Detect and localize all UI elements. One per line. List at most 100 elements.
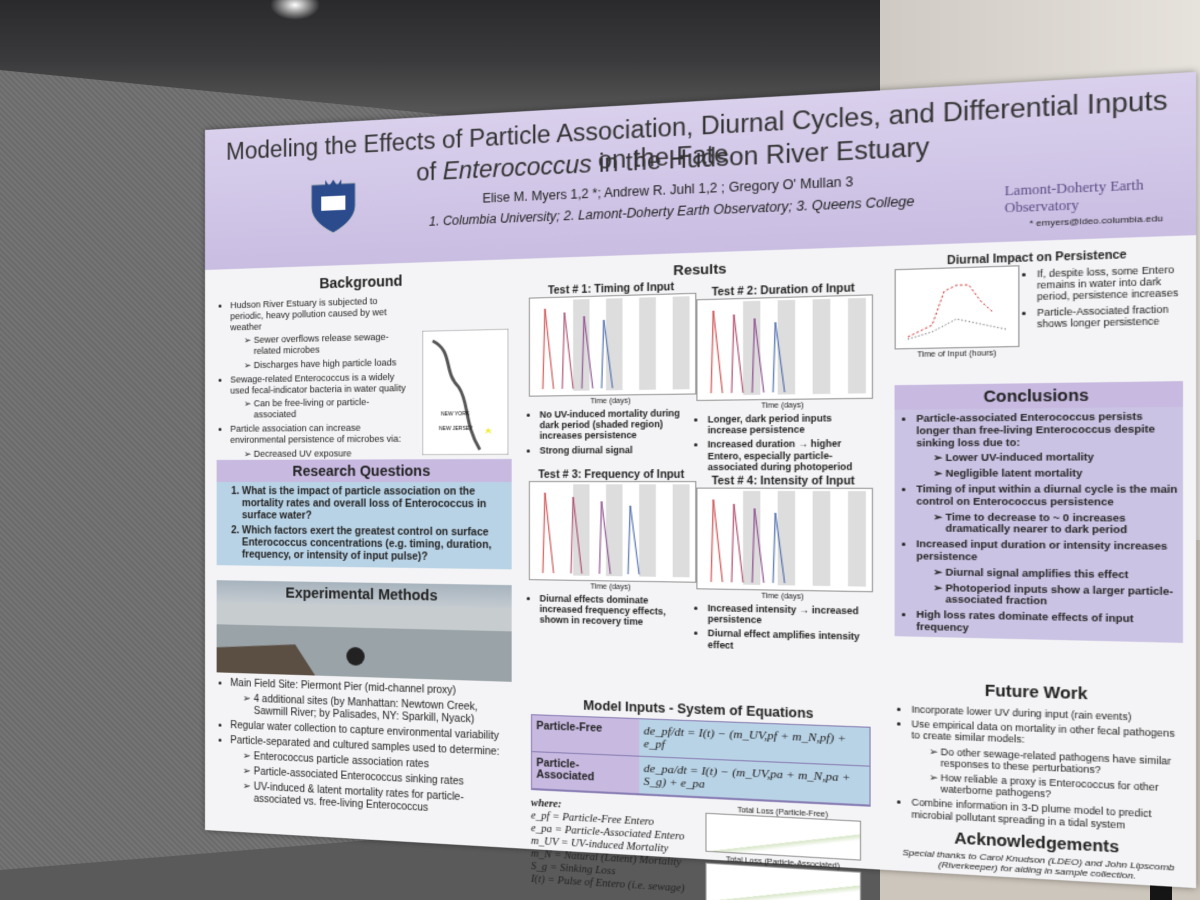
bullet: Use empirical data on mortality in other…	[911, 718, 1183, 806]
email: * emyers@ldeo.columbia.edu	[1029, 213, 1163, 229]
list: Particle-associated Enterococcus persist…	[895, 410, 1183, 639]
institution: Lamont-Doherty Earth Observatory	[1004, 176, 1144, 216]
equation-label: Particle-Free	[532, 715, 640, 756]
sub-bullet: Discharges have high particle loads	[254, 357, 407, 371]
x-label: Time of Input (hours)	[917, 349, 997, 360]
sub-bullet: Diurnal signal amplifies this effect	[945, 566, 1177, 582]
note: Increased duration → higher Entero, espe…	[708, 438, 871, 472]
note: Strong diurnal signal	[540, 444, 695, 456]
plot	[696, 294, 874, 401]
x-label: Time (days)	[761, 592, 804, 602]
bullet: Particle-associated Enterococcus persist…	[916, 410, 1177, 480]
note-list: Longer, dark period inputs increase pers…	[696, 412, 871, 473]
sub-bullet: Sewer overflows release sewage-related m…	[254, 332, 407, 357]
map-label: NEW YORK	[441, 411, 470, 418]
heading: Conclusions	[894, 381, 1183, 410]
plot	[528, 481, 697, 583]
sub-list: Diurnal signal amplifies this effectPhot…	[916, 566, 1177, 611]
note: If, despite loss, some Entero remains in…	[1037, 264, 1183, 303]
heading: Background	[319, 272, 403, 292]
note: Increased intensity → increased persiste…	[708, 603, 871, 629]
test-panel: Test # 3: Frequency of Input Time (days)D…	[528, 469, 697, 632]
ceiling-light	[270, 0, 320, 20]
list: Main Field Site: Piermont Pier (mid-chan…	[217, 677, 512, 819]
sub-bullet: Negligible latent mortality	[945, 467, 1177, 480]
list: What is the impact of particle associati…	[217, 486, 512, 565]
x-label: Time (days)	[590, 583, 631, 592]
research-section: Research Questions What is the impact of…	[216, 458, 512, 570]
plot-title: Test # 3: Frequency of Input	[538, 469, 685, 482]
sub-list: Do other sewage-related pathogens have s…	[911, 745, 1183, 807]
plot	[528, 292, 697, 397]
test-panel: Test # 4: Intensity of Input Time (days)I…	[696, 475, 874, 658]
bullet-text: Particle association can increase enviro…	[230, 422, 402, 445]
list: Incorporate lower UV during input (rain …	[895, 703, 1183, 833]
conclusions-section: Conclusions Particle-associated Enteroco…	[894, 381, 1183, 643]
equations: Particle-Free de_pf/dt = I(t) − (m_UV,pf …	[530, 714, 871, 807]
bullet: Increased input duration or intensity in…	[916, 538, 1177, 610]
sub-bullet: Lower UV-induced mortality	[945, 451, 1177, 464]
header: Modeling the Effects of Particle Associa…	[205, 71, 1197, 270]
model-section: Model Inputs - System of Equations Parti…	[530, 696, 871, 900]
plot	[696, 487, 874, 593]
definitions: where: e_pf = Particle-Free Entero e_pa =…	[531, 796, 696, 900]
bullet: Timing of input within a diurnal cycle i…	[916, 483, 1177, 537]
bullet-text: Increased input duration or intensity in…	[916, 538, 1168, 563]
diurnal-section: Diurnal Impact on Persistence Time of In…	[894, 247, 1183, 360]
note-list: Increased intensity → increased persiste…	[696, 602, 870, 654]
sub-bullet: Can be free-living or particle-associate…	[254, 397, 407, 421]
sub-list: Enterococcus particle association ratesP…	[230, 750, 511, 819]
note-list: Diurnal effects dominate increased frequ…	[529, 593, 694, 629]
logo	[303, 179, 363, 238]
bullet-text: Hudson River Estuary is subjected to per…	[230, 295, 387, 332]
note: No UV-induced mortality during dark peri…	[540, 408, 695, 442]
note: Longer, dark period inputs increase pers…	[708, 412, 871, 436]
map: NEW YORK NEW JERSEY	[422, 328, 509, 456]
sub-bullet: Decreased UV exposure	[254, 448, 407, 460]
bullet-list: Particle-associated Enterococcus persist…	[899, 410, 1177, 639]
poster: Modeling the Effects of Particle Associa…	[205, 71, 1197, 900]
loss-plots: Total Loss (Particle-Free) Total Loss (Pa…	[696, 805, 870, 900]
note-list: If, despite loss, some Entero remains in…	[1024, 264, 1183, 330]
title-part: of	[416, 157, 443, 186]
bullet: Hudson River Estuary is subjected to per…	[230, 295, 406, 371]
sub-bullet: Photoperiod inputs show a larger particl…	[945, 582, 1177, 611]
x-label: Time (days)	[761, 401, 804, 411]
bullet-list: Hudson River Estuary is subjected to per…	[217, 295, 407, 487]
note: Diurnal effects dominate increased frequ…	[540, 593, 695, 629]
bullet-text: High loss rates dominate effects of inpu…	[916, 608, 1134, 634]
field-photo	[216, 602, 512, 682]
bullet: Sewage-related Enterococcus is a widely …	[230, 371, 406, 420]
plot-title: Test # 4: Intensity of Input	[711, 475, 855, 488]
question: What is the impact of particle associati…	[242, 486, 512, 524]
sub-list: Lower UV-induced mortality Negligible lat…	[916, 451, 1177, 480]
methods-section: Experimental Methods Main Field Site: Pi…	[216, 580, 512, 823]
bullet: High loss rates dominate effects of inpu…	[916, 609, 1177, 639]
notes: If, despite loss, some Entero remains in…	[1024, 260, 1183, 357]
note: Particle-Associated fraction shows longe…	[1037, 303, 1183, 330]
bullet-text: Particle-associated Enterococcus persist…	[916, 410, 1156, 449]
note-list: No UV-induced mortality during dark peri…	[529, 408, 694, 456]
bullet-list: Incorporate lower UV during input (rain …	[895, 703, 1183, 833]
bullet-text: Sewage-related Enterococcus is a widely …	[230, 371, 406, 396]
sub-bullet: Time to decrease to ~ 0 increases dramat…	[945, 511, 1177, 537]
future-section: Future Work Incorporate lower UV during …	[895, 675, 1183, 883]
equation-label: Particle-Associated	[532, 752, 640, 794]
bullet: Particle-separated and cultured samples …	[230, 735, 511, 820]
question: Which factors exert the greatest control…	[242, 525, 512, 565]
sub-list: Sewer overflows release sewage-related m…	[230, 332, 406, 372]
list: Hudson River Estuary is subjected to per…	[217, 295, 407, 487]
heading: Research Questions	[216, 458, 512, 483]
sub-list: Can be free-living or particle-associate…	[230, 397, 406, 421]
sub-list: Time to decrease to ~ 0 increases dramat…	[916, 511, 1177, 537]
bullet: Main Field Site: Piermont Pier (mid-chan…	[230, 678, 511, 728]
bullet-text: Timing of input within a diurnal cycle i…	[916, 483, 1178, 508]
x-label: Time (days)	[590, 397, 631, 406]
bullet-list: Main Field Site: Piermont Pier (mid-chan…	[217, 677, 512, 819]
results-heading: Results	[673, 260, 727, 279]
map-label: NEW JERSEY	[439, 426, 474, 433]
plot	[894, 265, 1020, 350]
